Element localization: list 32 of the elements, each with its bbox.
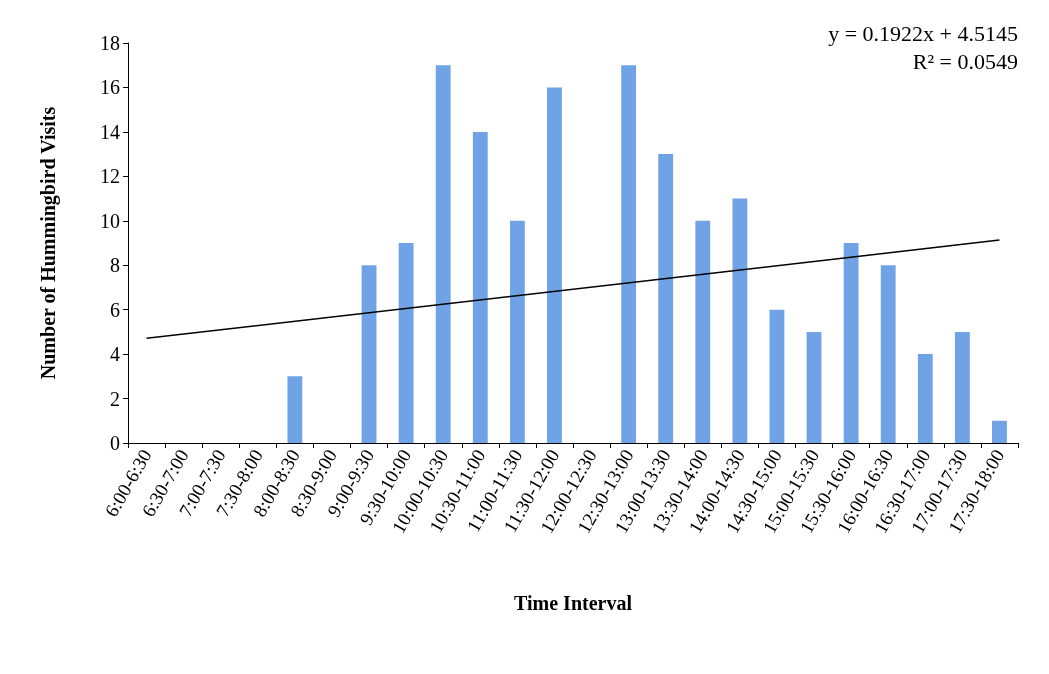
x-axis-title: Time Interval [514, 592, 633, 614]
y-tick-label: 12 [100, 165, 120, 188]
y-tick-label: 8 [110, 254, 120, 277]
y-tick-label: 2 [110, 387, 120, 410]
bar [472, 131, 488, 443]
bar [917, 354, 933, 443]
bar [732, 198, 748, 443]
bar [398, 243, 414, 443]
y-tick-label: 6 [110, 298, 120, 321]
bar [954, 331, 970, 443]
bar [621, 65, 637, 443]
y-tick-label: 0 [110, 432, 120, 454]
bar [547, 87, 562, 443]
y-axis-title: Number of Hummingbird Visits [37, 106, 60, 380]
bar [361, 265, 377, 443]
bar [843, 243, 859, 443]
bar [769, 309, 785, 443]
bar [992, 420, 1007, 443]
bar [658, 154, 674, 443]
bar [806, 331, 822, 443]
y-tick-label: 4 [110, 343, 120, 366]
bar [880, 265, 896, 443]
y-tick-label: 18 [100, 32, 120, 54]
y-tick-label: 14 [100, 120, 120, 143]
y-tick-label: 16 [100, 76, 120, 99]
bar [435, 65, 451, 443]
bar [695, 220, 711, 443]
bar [509, 220, 525, 443]
annotation: R² = 0.0549 [912, 48, 1019, 74]
annotation: y = 0.1922x + 4.5145 [828, 20, 1019, 46]
bar [287, 376, 303, 443]
y-tick-label: 10 [100, 209, 120, 232]
